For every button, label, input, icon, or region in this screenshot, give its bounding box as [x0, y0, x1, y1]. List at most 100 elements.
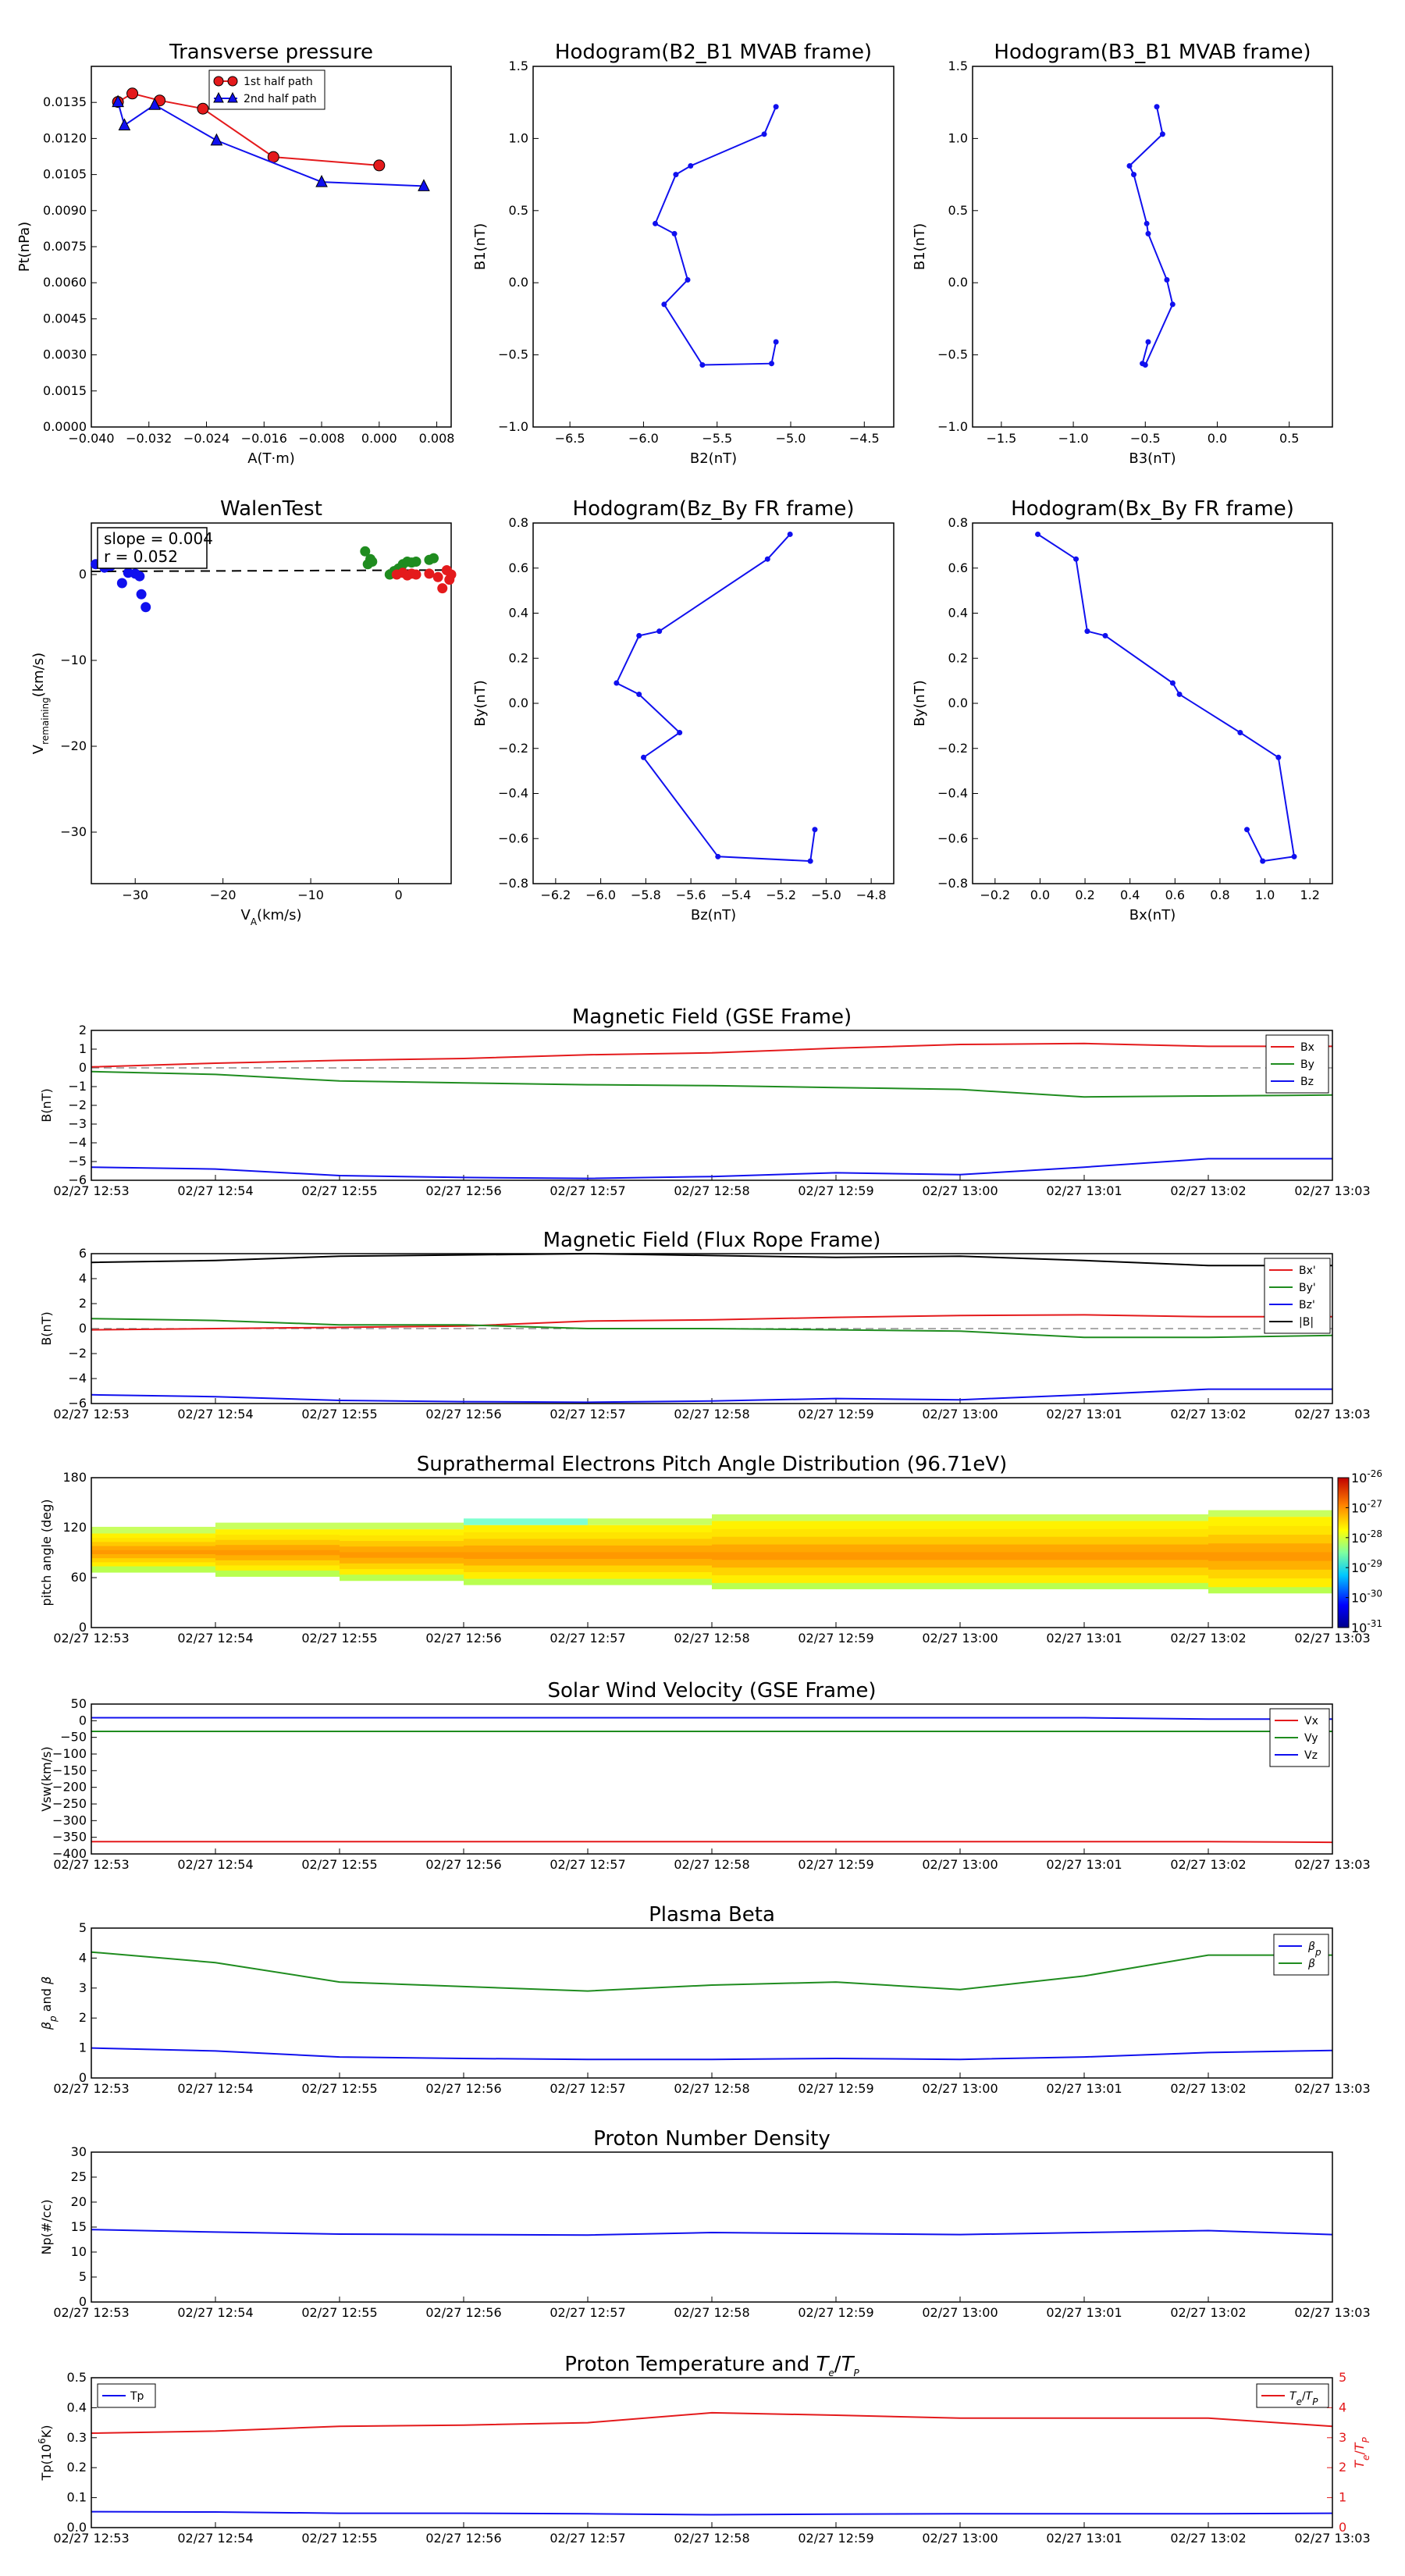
walen-point — [411, 569, 422, 580]
pad-cell — [712, 1567, 837, 1576]
pad-cell — [588, 1571, 713, 1579]
legend-label: By' — [1299, 1282, 1316, 1294]
time-tick-label: 02/27 13:01 — [1046, 1183, 1122, 1198]
time-tick-label: 02/27 13:00 — [922, 1407, 998, 1421]
beta-frame — [91, 1927, 1333, 2079]
time-tick-label: 02/27 12:53 — [53, 1407, 129, 1421]
pad-cell — [1208, 1560, 1333, 1570]
legend-label-part: / — [1302, 2390, 1306, 2403]
walen-title: WalenTest — [220, 497, 322, 521]
y-tick-label: −0.5 — [937, 347, 968, 362]
y-tick-label: 5 — [79, 1920, 87, 1935]
magfield_fr-ylabel: B(nT) — [39, 1311, 54, 1345]
hodo2-point — [1159, 131, 1165, 137]
transverse-legend — [208, 69, 325, 110]
legend-label: Vx — [1304, 1715, 1318, 1727]
time-tick-label: 02/27 13:01 — [1046, 2081, 1122, 2096]
y-tick-label: −350 — [52, 1830, 87, 1845]
y-tick-label: −4 — [68, 1371, 87, 1386]
x-tick-label: −6.0 — [628, 431, 659, 446]
vsw-series-line — [91, 1841, 1333, 1844]
y-tick-label: 0 — [79, 1620, 87, 1635]
y-tick-label: −10 — [60, 653, 87, 667]
y-tick-label: −2 — [68, 1346, 87, 1361]
x-tick-label: −6.2 — [540, 888, 571, 902]
pad-cell — [464, 1571, 589, 1579]
vsw-title: Solar Wind Velocity (GSE Frame) — [547, 1679, 876, 1703]
hodo2-xlabel: B3(nT) — [1129, 450, 1176, 467]
pad-cell — [712, 1514, 837, 1521]
time-tick-label: 02/27 12:59 — [798, 2305, 873, 2320]
pad-cell — [1084, 1514, 1209, 1521]
pad-cell — [712, 1551, 837, 1560]
pad-cell — [960, 1514, 1085, 1521]
time-tick-label: 02/27 12:57 — [550, 1631, 625, 1646]
colorbar-base: 10 — [1351, 1531, 1367, 1546]
magfield_gse-series-line — [91, 1158, 1332, 1179]
x-tick-label: 0.2 — [1075, 888, 1094, 902]
hodo1-ylabel: B1(nT) — [472, 223, 489, 270]
temperature-ylabel-part: 6 — [37, 2438, 48, 2444]
legend-label: Bz' — [1299, 1299, 1315, 1311]
y-tick-label: 1.0 — [948, 130, 968, 145]
temperature-title-part: P — [853, 2368, 859, 2379]
y2-tick-label: 1 — [1339, 2490, 1346, 2505]
x-tick-label: 0.5 — [1279, 431, 1299, 446]
density-series-line — [91, 2229, 1333, 2236]
time-tick-label: 02/27 12:53 — [53, 1183, 129, 1198]
hodo3-point — [807, 858, 813, 864]
hodo2-point — [1145, 339, 1151, 345]
y-tick-label: 2 — [79, 1023, 87, 1037]
pad-cell — [1208, 1551, 1333, 1561]
y-tick-label: −1 — [68, 1079, 87, 1094]
y-tick-label: −5 — [68, 1154, 87, 1169]
colorbar-exponent: -27 — [1367, 1498, 1382, 1509]
time-tick-label: 02/27 12:59 — [798, 1631, 873, 1646]
y-tick-label: 0.4 — [509, 606, 528, 621]
pad-title: Suprathermal Electrons Pitch Angle Distr… — [417, 1453, 1007, 1476]
time-tick-label: 02/27 12:58 — [674, 1631, 749, 1646]
hodo4-point — [1237, 730, 1243, 736]
pad-cell — [1084, 1536, 1209, 1545]
time-tick-label: 02/27 13:01 — [1046, 2531, 1122, 2546]
density-ylabel: Np(#/cc) — [39, 2200, 54, 2255]
legend-label: Te/TP — [1289, 2390, 1318, 2407]
beta-ylabel-part: β — [39, 1976, 54, 1985]
walen-point — [429, 553, 439, 564]
hodo4-point — [1244, 827, 1250, 833]
colorbar-base: 10 — [1351, 1471, 1367, 1485]
hodo3-point — [787, 531, 793, 537]
hodo3-point — [764, 556, 770, 562]
y-tick-label: 0.1 — [67, 2490, 87, 2505]
legend-label: 2nd half path — [244, 93, 317, 105]
pad-cell — [836, 1514, 961, 1521]
legend-label: 1st half path — [244, 76, 313, 88]
transverse-point-triangle — [210, 133, 223, 146]
time-tick-label: 02/27 12:58 — [674, 2081, 749, 2096]
pad-cell — [712, 1559, 837, 1568]
colorbar-exponent: -31 — [1367, 1618, 1382, 1629]
time-tick-label: 02/27 12:57 — [550, 1407, 625, 1421]
pad-cell — [340, 1522, 464, 1530]
y-tick-label: −0.8 — [937, 876, 968, 891]
magfield_gse-title: Magnetic Field (GSE Frame) — [572, 1005, 852, 1029]
pad-cell — [340, 1540, 464, 1547]
y-tick-label: 0.8 — [948, 515, 968, 530]
temperature-title-part: T — [816, 2353, 831, 2376]
time-tick-label: 02/27 13:00 — [922, 2081, 998, 2096]
transverse-point-triangle — [418, 179, 430, 191]
walen-frame — [91, 522, 452, 884]
time-tick-label: 02/27 12:59 — [798, 1407, 873, 1421]
x-tick-label: −5.8 — [631, 888, 661, 902]
pad-cell — [91, 1541, 216, 1546]
beta-series-line — [91, 2047, 1333, 2061]
y-tick-label: −300 — [52, 1813, 87, 1827]
density-frame — [91, 2151, 1333, 2303]
time-tick-label: 02/27 12:55 — [301, 2081, 377, 2096]
pad-cell — [91, 1566, 216, 1573]
hodo3-title: Hodogram(Bz_By FR frame) — [573, 497, 855, 521]
y2-tick-label: 0 — [1339, 2520, 1346, 2535]
legend-label: Tp — [130, 2390, 144, 2403]
temperature-series-line — [91, 2411, 1333, 2434]
x-tick-label: −5.0 — [811, 888, 841, 902]
